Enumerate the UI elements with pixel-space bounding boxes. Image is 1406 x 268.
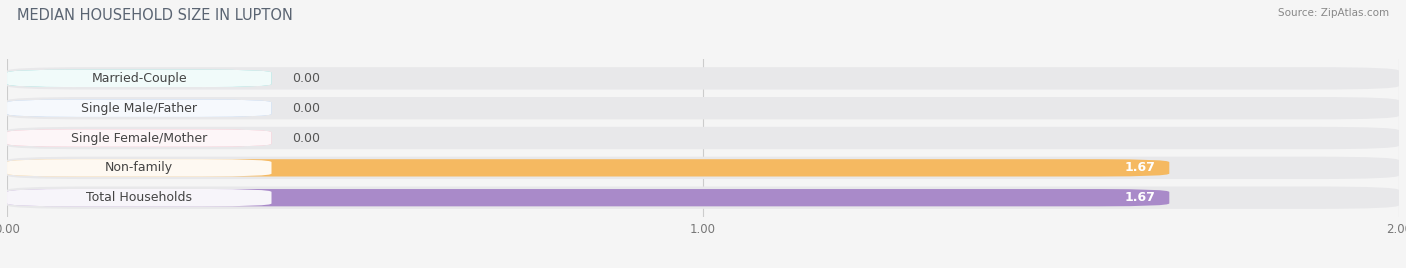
FancyBboxPatch shape [7,157,1399,179]
FancyBboxPatch shape [7,67,1399,90]
Text: 1.67: 1.67 [1125,161,1156,174]
Text: 1.67: 1.67 [1125,191,1156,204]
Text: Single Female/Mother: Single Female/Mother [72,132,208,144]
FancyBboxPatch shape [7,127,1399,149]
FancyBboxPatch shape [7,99,271,117]
FancyBboxPatch shape [7,189,1170,206]
FancyBboxPatch shape [7,159,271,177]
FancyBboxPatch shape [7,187,1399,209]
Text: Total Households: Total Households [86,191,193,204]
FancyBboxPatch shape [7,70,271,87]
Text: 0.00: 0.00 [292,102,321,115]
FancyBboxPatch shape [7,159,1170,177]
Text: 0.00: 0.00 [292,72,321,85]
FancyBboxPatch shape [7,189,271,206]
Text: Non-family: Non-family [105,161,173,174]
Text: 0.00: 0.00 [292,132,321,144]
FancyBboxPatch shape [7,99,271,117]
FancyBboxPatch shape [7,129,271,147]
FancyBboxPatch shape [7,97,1399,119]
Text: Single Male/Father: Single Male/Father [82,102,197,115]
Text: Source: ZipAtlas.com: Source: ZipAtlas.com [1278,8,1389,18]
FancyBboxPatch shape [7,129,271,147]
Text: Married-Couple: Married-Couple [91,72,187,85]
Text: MEDIAN HOUSEHOLD SIZE IN LUPTON: MEDIAN HOUSEHOLD SIZE IN LUPTON [17,8,292,23]
FancyBboxPatch shape [7,70,271,87]
